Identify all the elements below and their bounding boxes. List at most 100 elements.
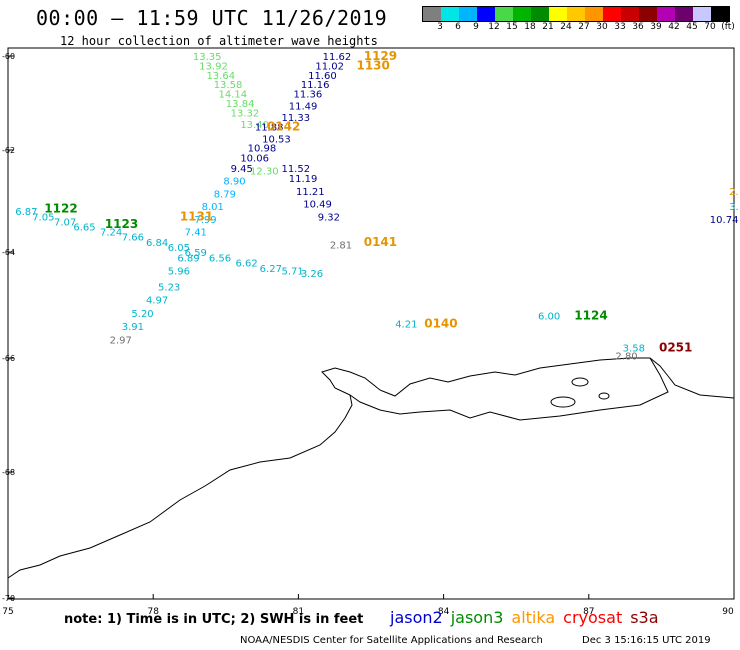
coastline	[7, 357, 735, 579]
wave-height-value: 7.66	[122, 233, 144, 244]
lat-label: -66	[2, 354, 15, 363]
lon-label: 84	[438, 607, 450, 617]
wave-height-value: 5.20	[131, 309, 153, 320]
coastline-island	[598, 392, 610, 400]
wave-height-value: 7.99	[194, 215, 216, 226]
wave-height-value: 13.35	[193, 52, 222, 63]
wave-height-value: 3.58	[623, 343, 645, 354]
color-scale-label: 30	[596, 22, 608, 32]
color-scale-label: 24	[560, 22, 572, 32]
wave-height-value: 9.32	[318, 212, 340, 223]
color-swatch	[621, 7, 639, 21]
wave-height-value: 8.79	[214, 189, 236, 200]
coastline-mainland	[7, 357, 735, 579]
color-scale-bar	[422, 6, 730, 22]
color-scale-label: 27	[578, 22, 590, 32]
wave-height-value: 11.62	[323, 52, 352, 63]
lon-label: 90	[722, 607, 734, 617]
pass-time-label: 0251	[659, 340, 692, 354]
legend-s3a: s3a	[630, 608, 659, 627]
lon-label: 78	[147, 607, 159, 617]
color-swatch	[585, 7, 603, 21]
wave-height-value: 6.87	[15, 207, 37, 218]
lat-label: -60	[2, 52, 15, 61]
wave-height-value: 6.00	[538, 312, 560, 323]
wave-height-value: 4.97	[146, 296, 168, 307]
legend-jason3: jason3	[450, 608, 504, 627]
wave-height-value: 7.41	[185, 228, 207, 239]
wave-height-value: 5.71	[281, 267, 303, 278]
wave-height-value: 6.89	[177, 253, 199, 264]
wave-height-value: 13.40	[240, 120, 269, 131]
color-swatch	[639, 7, 657, 21]
pass-time-label: 1129	[364, 49, 397, 63]
color-scale-label: 15	[506, 22, 518, 32]
wave-height-value: 6.59	[185, 248, 207, 259]
color-scale-label: 21	[542, 22, 554, 32]
coastline-shelf	[349, 357, 669, 421]
wave-height-value: 3.26	[301, 269, 323, 280]
map-frame	[7, 47, 735, 600]
wave-height-value: 7.05	[32, 212, 54, 223]
color-scale-label: 45	[686, 22, 698, 32]
color-swatch	[711, 7, 729, 21]
color-scale-label: 18	[524, 22, 536, 32]
wave-height-value: 6.62	[235, 259, 257, 270]
coastline-island	[571, 377, 589, 387]
wave-height-value: 6.65	[73, 223, 95, 234]
color-scale-label: 70	[704, 22, 716, 32]
wave-height-value: 8.90	[223, 177, 245, 188]
satellite-legend: jason2 jason3 altika cryosat s3a	[390, 608, 667, 627]
color-scale-label: 36	[632, 22, 644, 32]
color-scale-label: 39	[650, 22, 662, 32]
graticule: 75 78 81 84 87 90 -60 -62 -64 -66 -68 -70	[2, 52, 735, 617]
wave-height-value: 6.05	[168, 243, 190, 254]
wave-height-value: 6.27	[260, 264, 282, 275]
color-swatch	[459, 7, 477, 21]
wave-height-value: 2.80	[615, 351, 637, 362]
wave-height-value: 10.06	[240, 154, 269, 165]
legend-altika: altika	[511, 608, 556, 627]
wave-height-value: 11.02	[315, 61, 344, 72]
color-swatch	[567, 7, 585, 21]
wave-height-value: 13.58	[214, 80, 243, 91]
color-scale-label: 6	[455, 22, 461, 32]
wave-height-value: 11.19	[289, 174, 318, 185]
lon-label: 75	[2, 607, 13, 617]
wave-height-value: 11.21	[296, 187, 325, 198]
wave-height-value: 13.92	[199, 61, 228, 72]
color-swatch	[549, 7, 567, 21]
pass-time-label: 1123	[105, 217, 138, 231]
pass-time-label: 1130	[356, 58, 389, 72]
wave-height-value: 13.64	[206, 71, 235, 82]
color-scale-label: (ft)	[721, 22, 735, 32]
wave-height-value: 11.33	[281, 113, 310, 124]
wave-height-value: 8.01	[202, 202, 224, 213]
color-scale-label: 9	[473, 22, 479, 32]
wave-height-value: 10.53	[262, 134, 291, 145]
wave-height-value: 3.91	[122, 322, 144, 333]
color-scale-label: 33	[614, 22, 626, 32]
color-scale-label: 12	[488, 22, 500, 32]
wave-height-value: 10.74	[710, 215, 739, 226]
pass-time-label: 1124	[574, 309, 607, 323]
legend-cryosat: cryosat	[563, 608, 623, 627]
legend-jason2: jason2	[390, 608, 443, 627]
pass-time-label: 1122	[44, 202, 77, 216]
color-swatch	[477, 7, 495, 21]
lon-label: 87	[583, 607, 594, 617]
wave-height-value: 2.	[729, 187, 739, 198]
pass-time-label: 0141	[364, 235, 397, 249]
pass-time-label: 1131	[180, 209, 213, 223]
map-title: 00:00 – 11:59 UTC 11/26/2019	[36, 6, 388, 30]
lat-label: -62	[2, 146, 15, 155]
wave-height-value: 2.97	[110, 335, 132, 346]
color-scale-label: 42	[668, 22, 680, 32]
lat-label: -70	[2, 594, 15, 603]
wave-height-value: 11.88	[255, 123, 284, 134]
color-scale-label: 3	[437, 22, 443, 32]
lon-label: 81	[293, 607, 304, 617]
pass-time-label: 0140	[424, 317, 457, 331]
